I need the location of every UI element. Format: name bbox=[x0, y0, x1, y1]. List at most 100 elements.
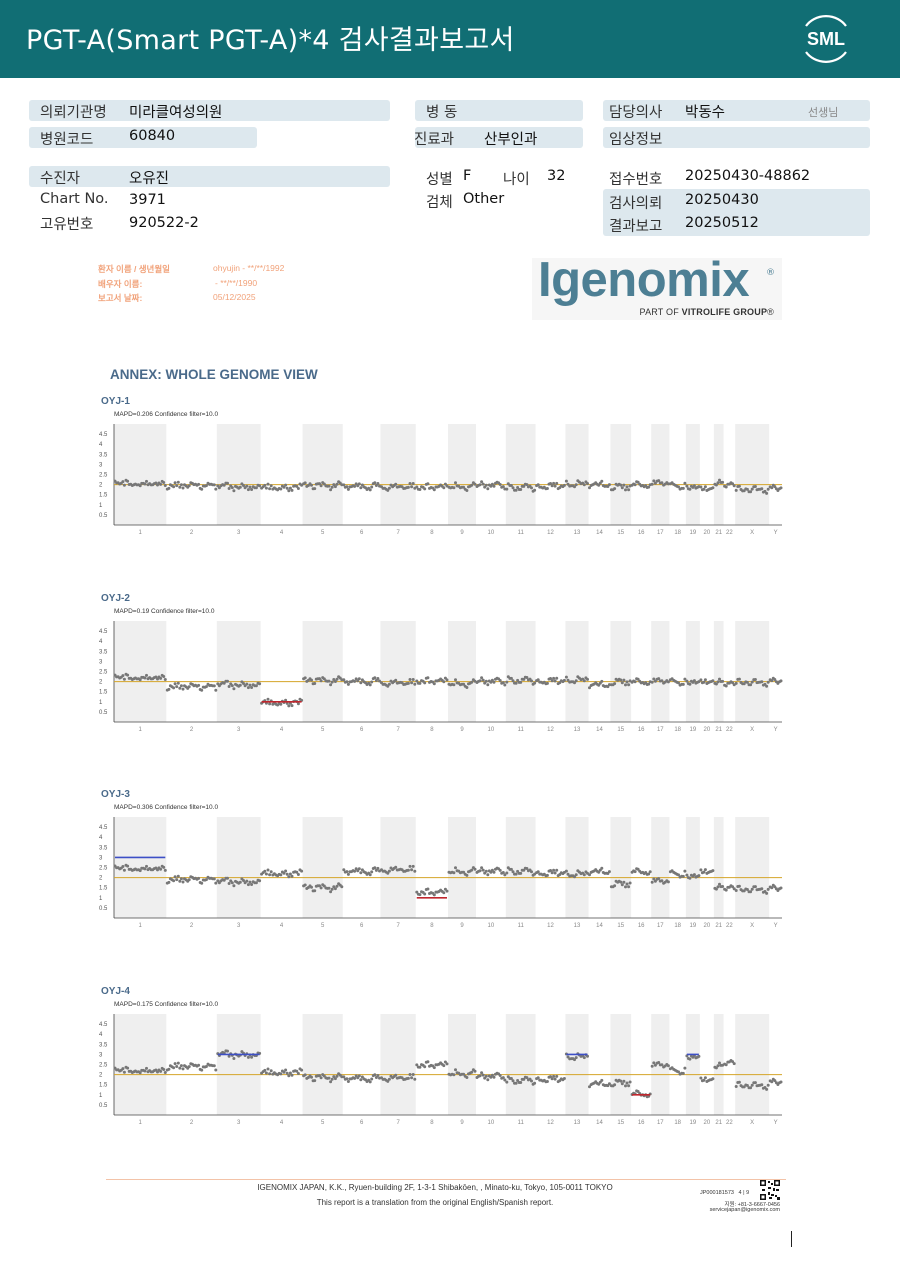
copy-number-bin bbox=[699, 678, 703, 682]
data-point bbox=[475, 676, 507, 687]
copy-number-bin bbox=[597, 683, 601, 687]
x-tick-label: 19 bbox=[690, 923, 697, 929]
copy-number-bin bbox=[376, 482, 380, 485]
copy-number-bin bbox=[600, 1078, 604, 1082]
data-point bbox=[475, 866, 507, 877]
chart-subtitle: MAPD=0.175 Confidence filter=10.0 bbox=[114, 1001, 219, 1008]
copy-number-bin bbox=[173, 1062, 177, 1066]
copy-number-bin bbox=[505, 1080, 509, 1084]
copy-number-bin bbox=[122, 1070, 126, 1074]
data-point bbox=[723, 884, 736, 892]
copy-number-bin bbox=[122, 868, 126, 872]
copy-number-bin bbox=[745, 1084, 749, 1087]
copy-number-bin bbox=[562, 678, 566, 682]
ward-label: 병 동 bbox=[426, 105, 458, 121]
copy-number-bin bbox=[172, 686, 176, 690]
report-date-value: 20250512 bbox=[685, 215, 759, 231]
copy-number-bin bbox=[178, 1066, 182, 1070]
copy-number-bin bbox=[411, 678, 415, 681]
copy-number-bin bbox=[408, 1073, 412, 1076]
copy-number-bin bbox=[163, 868, 167, 872]
copy-number-bin bbox=[154, 481, 158, 485]
copy-number-bin bbox=[246, 883, 250, 887]
chromosome-band bbox=[685, 1014, 700, 1115]
copy-number-bin bbox=[530, 1079, 533, 1083]
copy-number-bin bbox=[536, 483, 540, 487]
data-point bbox=[609, 879, 632, 889]
copy-number-bin bbox=[232, 687, 236, 691]
copy-number-bin bbox=[600, 866, 604, 870]
copy-number-bin bbox=[333, 485, 337, 489]
copy-number-bin bbox=[536, 1076, 540, 1080]
copy-number-bin bbox=[181, 880, 185, 884]
copy-number-bin bbox=[607, 1082, 611, 1086]
x-tick-label: 19 bbox=[690, 1120, 697, 1126]
copy-number-bin bbox=[473, 867, 477, 871]
copy-number-bin bbox=[163, 484, 167, 487]
copy-number-bin bbox=[268, 487, 272, 491]
copy-number-bin bbox=[368, 488, 372, 492]
copy-number-bin bbox=[732, 484, 736, 488]
copy-number-bin bbox=[264, 1071, 268, 1075]
x-tick-label: 6 bbox=[360, 1120, 364, 1126]
copy-number-bin bbox=[167, 880, 171, 884]
copy-number-bin bbox=[711, 869, 715, 873]
copy-number-bin bbox=[318, 677, 321, 681]
copy-number-bin bbox=[167, 687, 171, 691]
data-point bbox=[713, 882, 725, 891]
copy-number-bin bbox=[318, 482, 321, 486]
y-tick-label: 2 bbox=[99, 483, 103, 489]
copy-number-bin bbox=[718, 1061, 721, 1065]
data-point bbox=[505, 1075, 537, 1086]
copy-number-bin bbox=[290, 704, 294, 708]
copy-number-bin bbox=[624, 885, 627, 889]
data-point bbox=[165, 1061, 218, 1072]
x-tick-label: 5 bbox=[321, 530, 325, 536]
copy-number-bin bbox=[143, 867, 147, 871]
copy-number-bin bbox=[432, 893, 436, 897]
copy-number-bin bbox=[478, 483, 482, 487]
data-point bbox=[768, 676, 783, 685]
x-tick-label: 19 bbox=[690, 530, 697, 536]
data-point bbox=[650, 479, 670, 487]
x-tick-label: 8 bbox=[430, 727, 434, 733]
copy-number-bin bbox=[179, 1064, 183, 1068]
copy-number-bin bbox=[522, 1077, 526, 1081]
data-point bbox=[505, 482, 537, 493]
data-point bbox=[564, 869, 589, 879]
copy-number-bin bbox=[478, 1074, 482, 1078]
copy-number-bin bbox=[145, 673, 148, 677]
copy-number-bin bbox=[573, 681, 576, 685]
copy-number-bin bbox=[666, 880, 670, 884]
data-point bbox=[609, 677, 632, 687]
wm-spouse-value: - **/**/1990 bbox=[215, 278, 258, 288]
copy-number-bin bbox=[332, 1075, 336, 1079]
copy-number-bin bbox=[163, 1071, 167, 1074]
copy-number-bin bbox=[263, 869, 267, 873]
y-tick-label: 3.5 bbox=[99, 649, 108, 655]
copy-number-bin bbox=[650, 880, 654, 884]
copy-number-bin bbox=[445, 1062, 449, 1066]
copy-number-bin bbox=[230, 881, 234, 885]
genome-plot-oyj-4: 4.543.532.521.510.51 2 3 4 5 6 7 8 9 10 11 12 13 14 15… bbox=[99, 1014, 783, 1126]
copy-number-bin bbox=[145, 864, 148, 868]
copy-number-bin bbox=[625, 882, 629, 886]
department-label: 진료과 bbox=[414, 132, 455, 148]
copy-number-bin bbox=[481, 678, 485, 682]
copy-number-bin bbox=[692, 679, 696, 683]
copy-number-bin bbox=[711, 679, 715, 683]
copy-number-bin bbox=[121, 1067, 125, 1071]
copy-number-bin bbox=[737, 1080, 741, 1084]
y-tick-label: 2.5 bbox=[99, 670, 108, 676]
copy-number-bin bbox=[574, 679, 578, 683]
x-tick-label: 18 bbox=[674, 1120, 681, 1126]
copy-number-bin bbox=[264, 872, 268, 876]
copy-number-bin bbox=[138, 1071, 142, 1075]
copy-number-bin bbox=[525, 483, 529, 487]
copy-number-bin bbox=[159, 1069, 163, 1073]
x-tick-label: 10 bbox=[488, 727, 495, 733]
copy-number-bin bbox=[200, 1068, 204, 1072]
chromosome-band bbox=[610, 621, 632, 722]
x-tick-label: 16 bbox=[638, 530, 645, 536]
copy-number-bin bbox=[143, 676, 147, 680]
